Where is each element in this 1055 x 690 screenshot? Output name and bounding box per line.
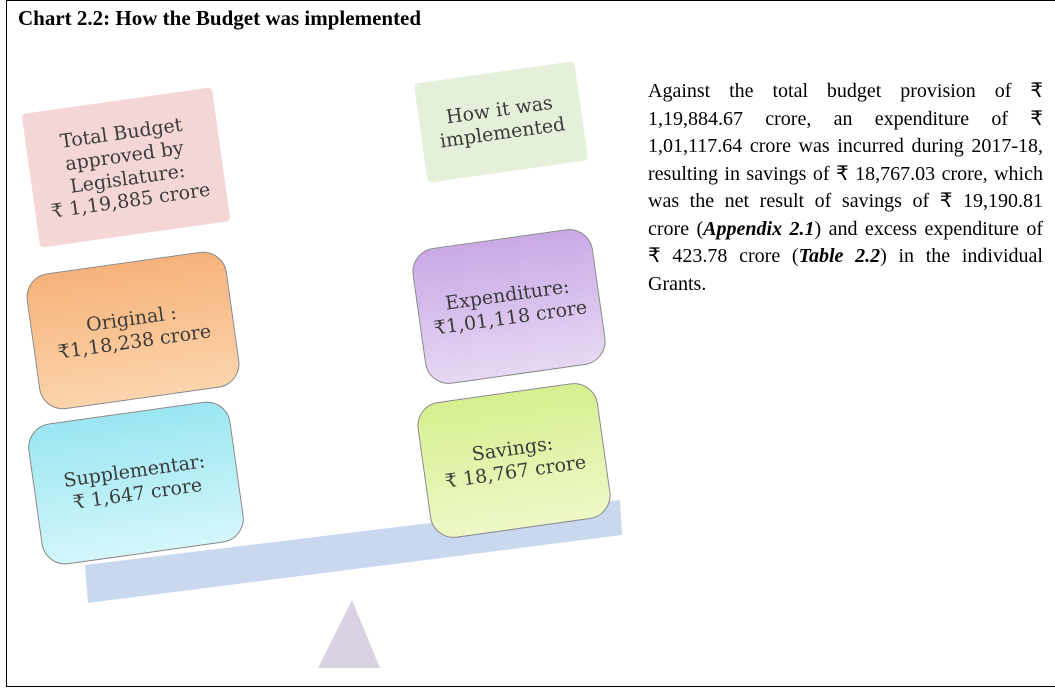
fulcrum bbox=[318, 600, 380, 668]
emphasis-text: Table 2.2 bbox=[799, 245, 881, 267]
diagram-box: Savings:₹ 18,767 crore bbox=[414, 380, 613, 541]
diagram-box: Supplementar:₹ 1,647 crore bbox=[25, 398, 247, 567]
diagram-box: Expenditure:₹1,01,118 crore bbox=[409, 226, 608, 387]
emphasis-text: Appendix 2.1 bbox=[703, 218, 814, 240]
diagram-box: Original :₹1,18,238 crore bbox=[23, 249, 242, 413]
paragraph-text: Against the total budget provision of ₹ … bbox=[648, 80, 1043, 240]
paragraph: Against the total budget provision of ₹ … bbox=[648, 78, 1043, 298]
